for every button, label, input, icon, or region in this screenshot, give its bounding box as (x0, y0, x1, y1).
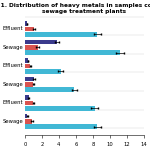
Bar (25, 64, 30, 68)
Bar (25, 58, 28, 63)
Title: Figure 1. Distribution of heavy metals in samples collected from
sewage treatmen: Figure 1. Distribution of heavy metals i… (0, 3, 150, 14)
Bar (25, 119, 32, 124)
Bar (25, 32, 97, 37)
Bar (25, 21, 27, 26)
Bar (25, 124, 97, 129)
Bar (25, 45, 38, 50)
Bar (25, 100, 33, 105)
Bar (25, 50, 120, 55)
Bar (25, 106, 95, 111)
Bar (25, 40, 57, 44)
Bar (25, 87, 74, 92)
Bar (25, 27, 34, 31)
Bar (25, 82, 33, 87)
Bar (25, 95, 29, 100)
Bar (25, 69, 61, 74)
Bar (25, 77, 34, 81)
Bar (25, 114, 27, 118)
